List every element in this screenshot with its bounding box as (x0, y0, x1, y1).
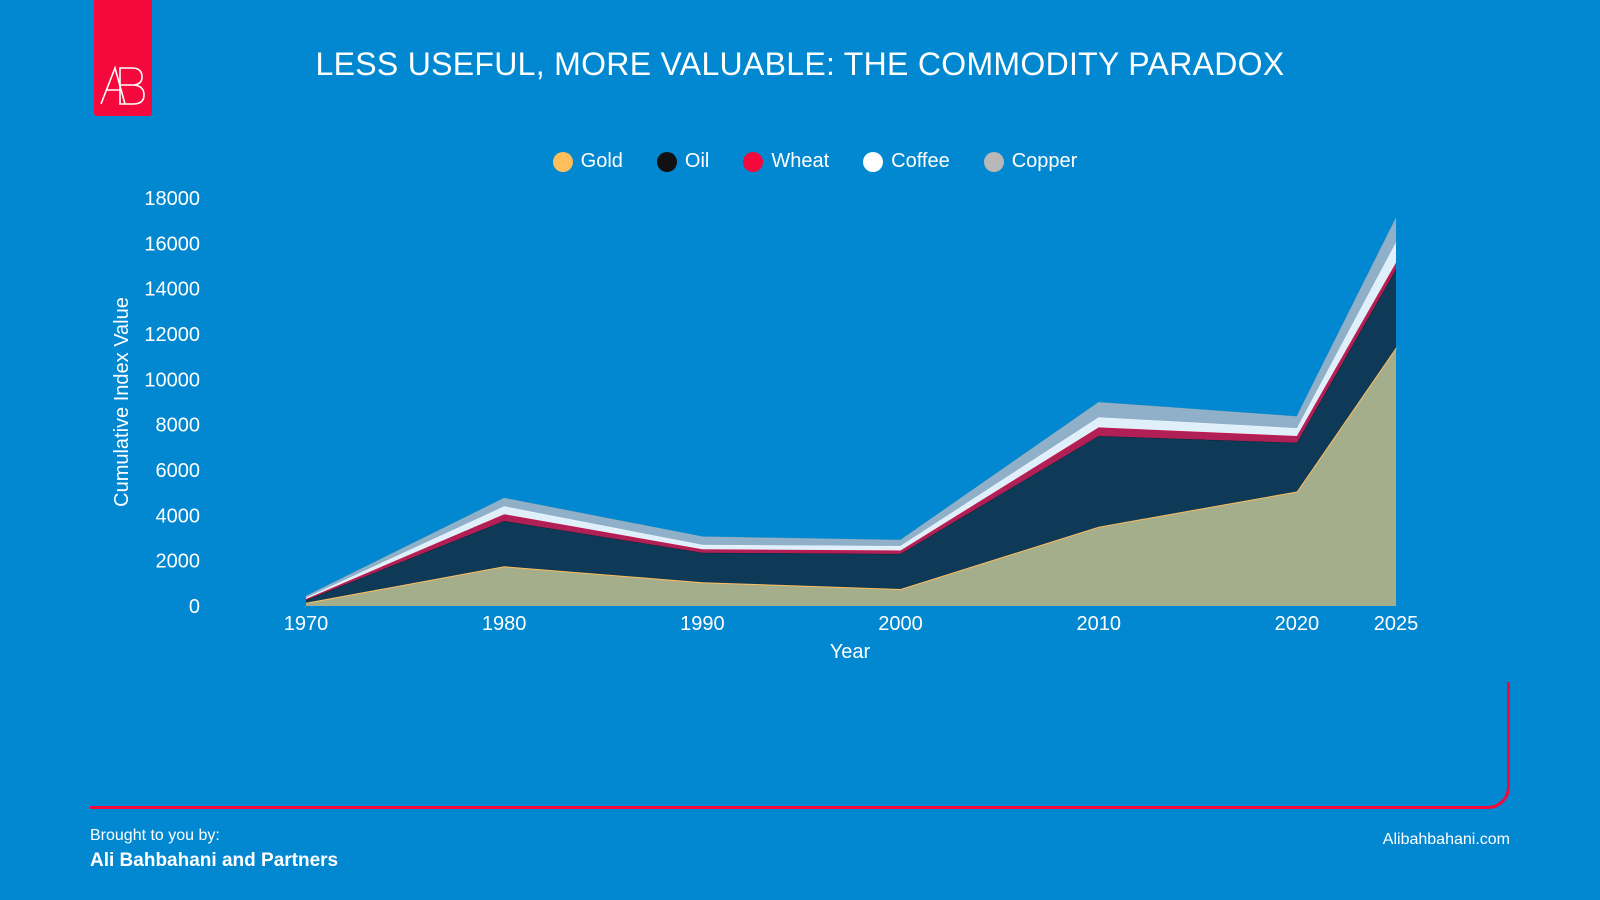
x-tick-label: 1970 (284, 613, 329, 635)
area-gold (306, 347, 1396, 606)
legend-label-copper: Copper (1011, 150, 1078, 172)
website-link[interactable]: Alibahbahani.com (1382, 831, 1510, 848)
x-axis-label: Year (830, 641, 871, 663)
x-tick-label: 1980 (482, 613, 527, 635)
y-tick-label: 0 (189, 596, 200, 618)
y-tick-label: 12000 (144, 324, 200, 346)
x-tick-label: 2010 (1076, 613, 1121, 635)
area-oil (306, 269, 1396, 603)
x-tick-label: 1990 (680, 613, 725, 635)
x-tick-label: 2025 (1374, 613, 1419, 635)
legend-swatch-coffee (863, 151, 884, 172)
y-axis-ticks: 0 2000 4000 6000 8000 10000 12000 14000 16000 180… (144, 188, 200, 618)
area-layers (305, 218, 1397, 606)
y-tick-label: 6000 (156, 460, 201, 482)
legend-item-oil[interactable]: Oil (656, 150, 710, 173)
legend-label-gold: Gold (580, 150, 623, 172)
y-tick-label: 8000 (156, 415, 201, 437)
area-wheat (306, 262, 1396, 601)
y-tick-label: 4000 (156, 505, 201, 527)
y-tick-label: 2000 (156, 551, 201, 573)
y-axis-label: Cumulative Index Value (111, 297, 133, 507)
legend-label-oil: Oil (684, 150, 710, 172)
legend-item-coffee[interactable]: Coffee (863, 150, 950, 173)
logo-monogram-icon (100, 65, 145, 105)
legend-item-wheat[interactable]: Wheat (743, 150, 829, 173)
legend-label-wheat: Wheat (771, 150, 830, 172)
brought-by-label: Brought to you by: (90, 827, 220, 844)
brand-logo (94, 0, 152, 116)
x-tick-label: 2000 (878, 613, 923, 635)
chart-title-text: LESS USEFUL, MORE VALUABLE: THE COMMODIT… (315, 46, 1285, 82)
x-tick-label: 2020 (1275, 613, 1320, 635)
y-tick-label: 14000 (144, 279, 200, 301)
footer-divider (90, 682, 1510, 809)
y-tick-label: 18000 (144, 188, 200, 210)
chart-legend: Gold Oil Wheat Coffee Copper (0, 150, 1600, 173)
chart-title: LESS USEFUL, MORE VALUABLE: THE COMMODIT… (0, 46, 1600, 83)
y-tick-label: 16000 (144, 233, 200, 255)
legend-label-coffee: Coffee (891, 150, 950, 172)
y-tick-label: 10000 (144, 369, 200, 391)
partners-name: Ali Bahbahani and Partners (90, 850, 339, 871)
line-copper (305, 218, 1397, 597)
legend-item-copper[interactable]: Copper (983, 150, 1078, 173)
x-axis-ticks: 1970 1980 1990 2000 2010 2020 2025 (284, 613, 1419, 635)
legend-swatch-wheat (743, 151, 764, 172)
legend-swatch-oil (656, 151, 677, 172)
legend-item-gold[interactable]: Gold (552, 150, 623, 173)
legend-swatch-gold (552, 151, 573, 172)
legend-swatch-copper (983, 151, 1004, 172)
